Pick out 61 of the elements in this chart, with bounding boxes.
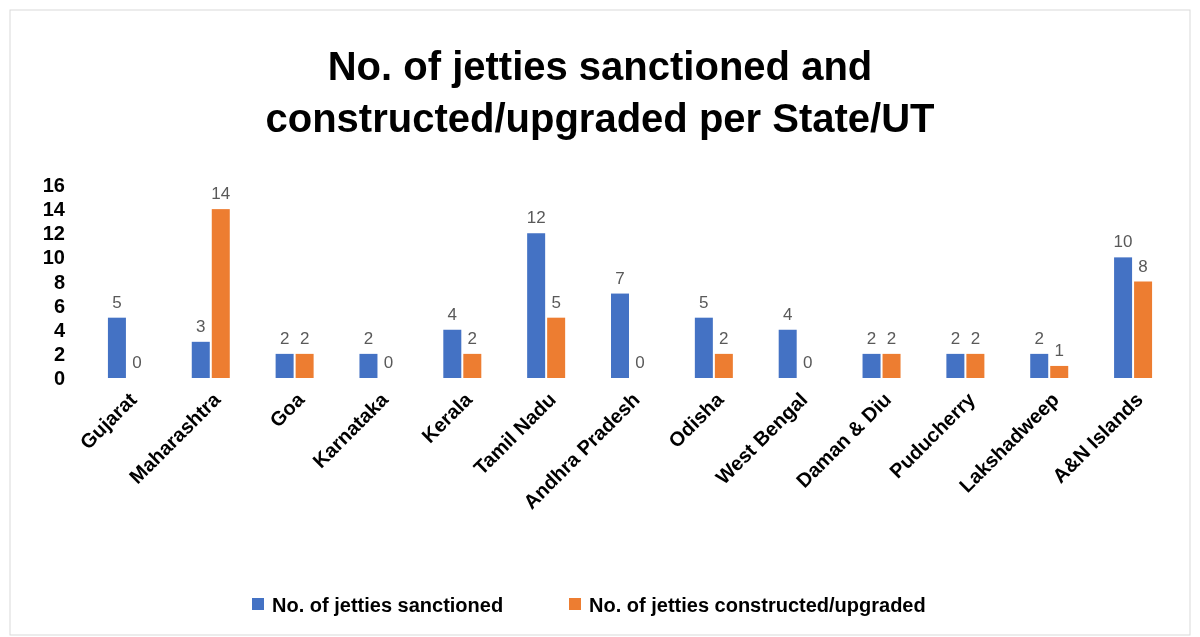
legend-label: No. of jetties sanctioned bbox=[272, 594, 504, 616]
bar bbox=[443, 329, 462, 378]
bar bbox=[714, 353, 733, 378]
bar bbox=[1050, 365, 1069, 378]
bar bbox=[547, 317, 566, 378]
bar bbox=[295, 353, 314, 378]
y-tick-label: 2 bbox=[53, 342, 65, 365]
data-label: 2 bbox=[299, 328, 310, 348]
bar bbox=[966, 353, 985, 378]
data-label: 2 bbox=[866, 328, 877, 348]
chart-title: No. of jetties sanctioned and constructed/upgraded per State/UT bbox=[265, 44, 935, 140]
y-tick-label: 6 bbox=[53, 294, 65, 317]
data-label: 8 bbox=[1138, 256, 1148, 276]
data-label: 5 bbox=[699, 292, 709, 312]
data-label: 5 bbox=[112, 292, 122, 312]
data-label: 2 bbox=[279, 328, 290, 348]
bar bbox=[946, 353, 965, 378]
data-label: 0 bbox=[635, 353, 645, 372]
data-label: 0 bbox=[802, 353, 813, 372]
y-tick-label: 12 bbox=[42, 222, 65, 245]
data-label: 2 bbox=[719, 328, 729, 348]
data-label: 1 bbox=[1054, 340, 1064, 360]
data-label: 7 bbox=[615, 268, 625, 288]
bar bbox=[359, 353, 378, 378]
data-label: 2 bbox=[950, 328, 961, 348]
data-label: 2 bbox=[467, 328, 478, 348]
bar bbox=[1030, 353, 1049, 378]
data-label: 2 bbox=[886, 328, 897, 348]
data-label: 14 bbox=[211, 184, 231, 204]
data-label: 0 bbox=[383, 353, 394, 372]
bar bbox=[694, 317, 713, 378]
bar bbox=[107, 317, 126, 378]
y-tick-label: 14 bbox=[42, 198, 66, 221]
data-label: 2 bbox=[970, 328, 981, 348]
y-tick-label: 16 bbox=[42, 174, 65, 196]
data-label: 12 bbox=[526, 208, 546, 228]
bar bbox=[1114, 257, 1133, 378]
y-tick-label: 0 bbox=[53, 367, 65, 389]
bar bbox=[611, 293, 629, 378]
data-label: 5 bbox=[551, 292, 561, 312]
bar bbox=[1134, 281, 1153, 378]
bar bbox=[275, 353, 294, 378]
y-tick-label: 8 bbox=[53, 270, 65, 293]
bar bbox=[882, 353, 901, 378]
data-label: 0 bbox=[132, 353, 142, 372]
bar bbox=[778, 329, 797, 378]
bar bbox=[527, 233, 546, 378]
y-tick-label: 10 bbox=[42, 246, 65, 269]
data-label: 10 bbox=[1113, 232, 1133, 252]
bar bbox=[463, 353, 482, 378]
data-label: 4 bbox=[782, 304, 793, 324]
data-label: 3 bbox=[196, 316, 206, 336]
bar bbox=[211, 209, 230, 378]
bar bbox=[862, 353, 881, 378]
data-label: 2 bbox=[1034, 328, 1044, 348]
bar bbox=[191, 341, 210, 378]
x-tick-label: Goa bbox=[265, 387, 310, 432]
data-label: 2 bbox=[363, 328, 374, 348]
y-tick-label: 4 bbox=[53, 318, 66, 341]
legend-label: No. of jetties constructed/upgraded bbox=[589, 594, 926, 616]
data-label: 4 bbox=[447, 304, 458, 324]
